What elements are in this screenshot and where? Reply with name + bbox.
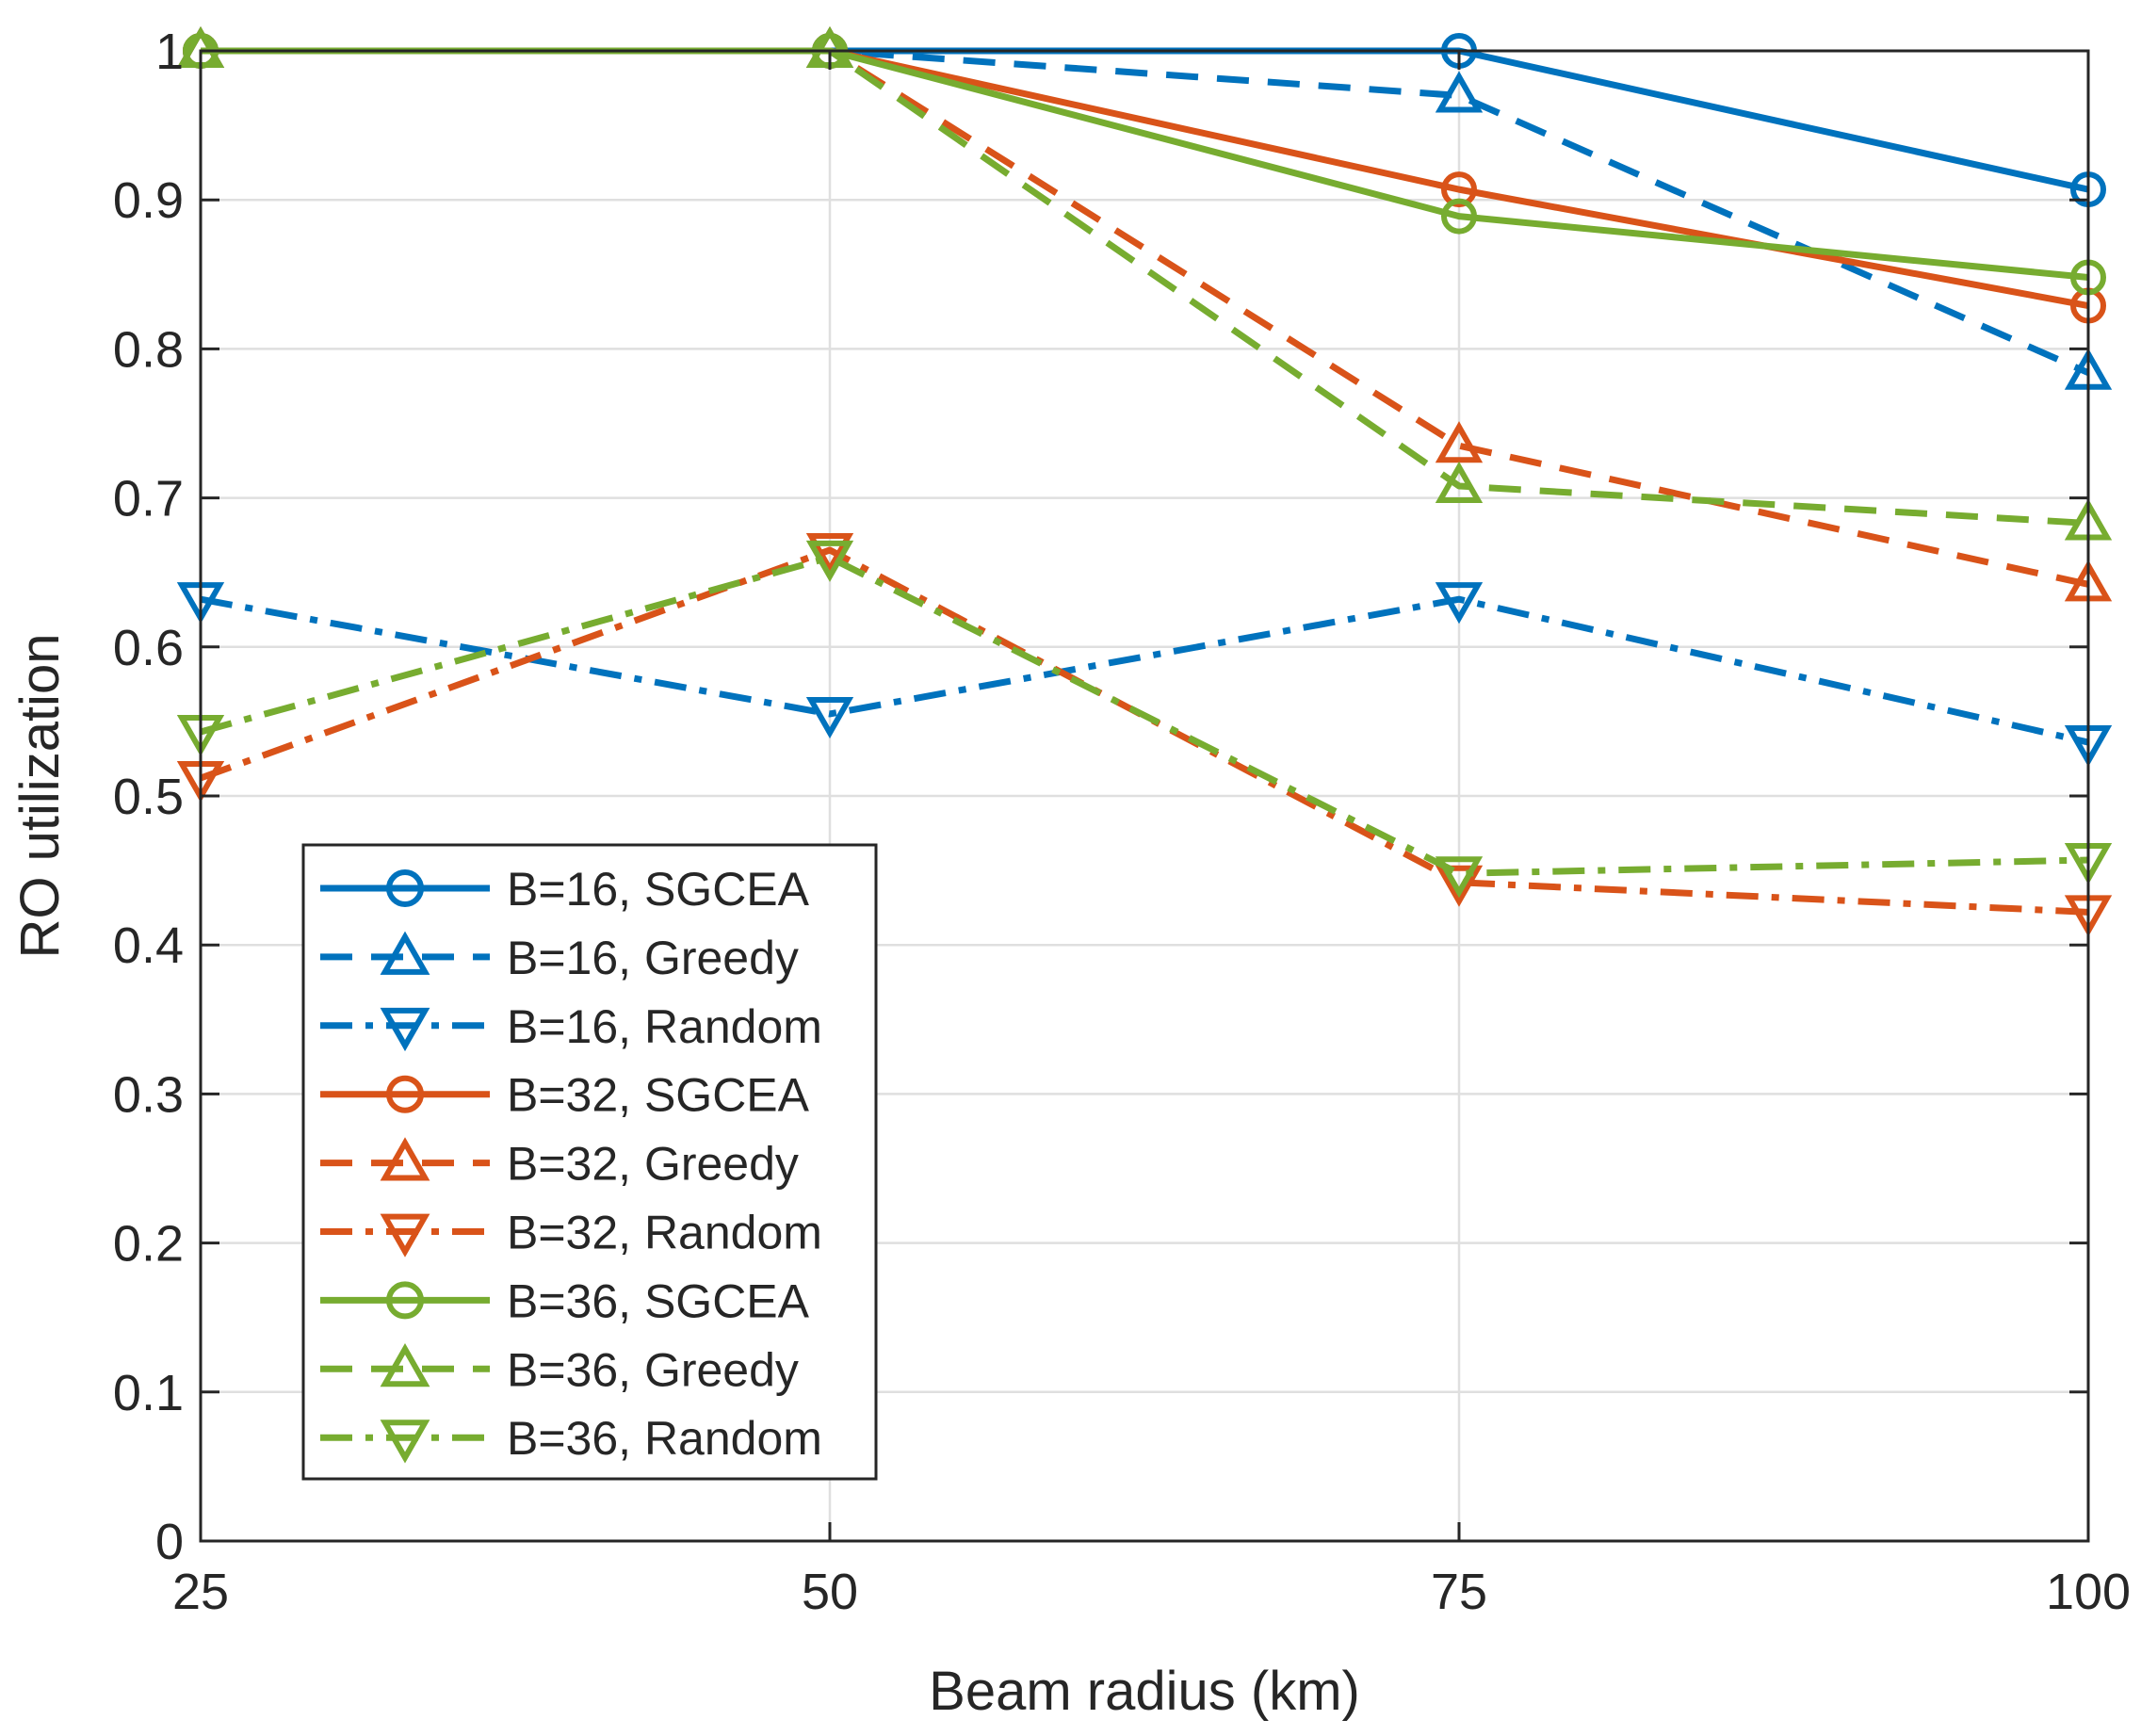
legend-marker (380, 931, 430, 975)
legend-label: B=36, SGCEA (507, 1274, 810, 1327)
legend-label: B=36, Greedy (507, 1343, 799, 1396)
data-point (1435, 421, 1484, 463)
legend-entry: B=16, SGCEA (320, 863, 810, 916)
legend: B=16, SGCEA B=16, Greedy B=16, Random B=32,… (301, 843, 878, 1481)
y-tick-label: 0.6 (113, 620, 184, 676)
data-point (1441, 171, 1477, 208)
x-tick-label: 50 (802, 1564, 858, 1620)
data-point (805, 532, 854, 576)
legend-label: B=16, SGCEA (507, 863, 810, 916)
legend-label: B=16, Greedy (507, 932, 799, 984)
legend-marker (386, 869, 424, 907)
series-line (199, 546, 2089, 916)
x-tick-label: 100 (2046, 1564, 2131, 1620)
legend-entry: B=16, Greedy (320, 931, 799, 984)
legend-marker (380, 1007, 430, 1052)
y-tick-label: 0.1 (113, 1365, 184, 1421)
legend-marker (380, 1213, 430, 1257)
series-line (200, 554, 2089, 877)
legend-entry: B=32, SGCEA (320, 1069, 810, 1122)
legend-label: B=32, SGCEA (507, 1069, 810, 1122)
legend-entry: B=36, Greedy (320, 1343, 799, 1396)
legend-entry: B=32, Random (320, 1207, 822, 1259)
y-tick-label: 0.7 (113, 471, 184, 527)
legend-entry: B=36, SGCEA (320, 1274, 810, 1327)
legend-label: B=32, Greedy (507, 1138, 799, 1191)
data-point (1435, 856, 1484, 899)
x-tick-label: 75 (1431, 1564, 1487, 1620)
y-tick-label: 0.2 (113, 1216, 184, 1273)
legend-entry: B=16, Random (320, 1000, 822, 1053)
legend-entry: B=36, Random (320, 1412, 822, 1465)
data-point (1441, 198, 1477, 235)
y-tick-label: 0.4 (113, 917, 184, 974)
x-tick-label: 25 (172, 1564, 229, 1620)
legend-label: B=32, Random (507, 1207, 822, 1259)
data-point (805, 696, 854, 739)
data-point (1435, 582, 1484, 625)
series-line (200, 595, 2089, 746)
legend-marker (386, 1075, 424, 1113)
legend-marker (380, 1343, 430, 1387)
data-point (1435, 865, 1484, 907)
data-point (805, 540, 854, 582)
legend-marker (380, 1420, 430, 1464)
legend-entry: B=32, Greedy (320, 1137, 799, 1191)
data-point (1435, 71, 1484, 113)
y-tick-label: 0.8 (113, 321, 184, 378)
y-tick-label: 0.3 (113, 1066, 184, 1123)
y-tick-label: 0.9 (113, 172, 184, 229)
legend-marker (386, 1281, 424, 1320)
legend-label: B=36, Random (507, 1412, 822, 1465)
axes: 25 50 75 100 0 0.1 0.2 0.3 0.4 0.5 0.6 0.7 0.8 0.9 1 (113, 24, 2131, 1620)
y-tick-label: 0 (155, 1514, 184, 1570)
legend-marker (380, 1137, 430, 1181)
y-tick-label: 1 (155, 24, 184, 80)
x-axis-label: Beam radius (km) (929, 1661, 1360, 1722)
data-point (1435, 461, 1484, 503)
legend-label: B=16, Random (507, 1000, 822, 1053)
y-tick-label: 0.5 (113, 769, 184, 825)
y-axis-label: RO utilization (9, 634, 71, 959)
